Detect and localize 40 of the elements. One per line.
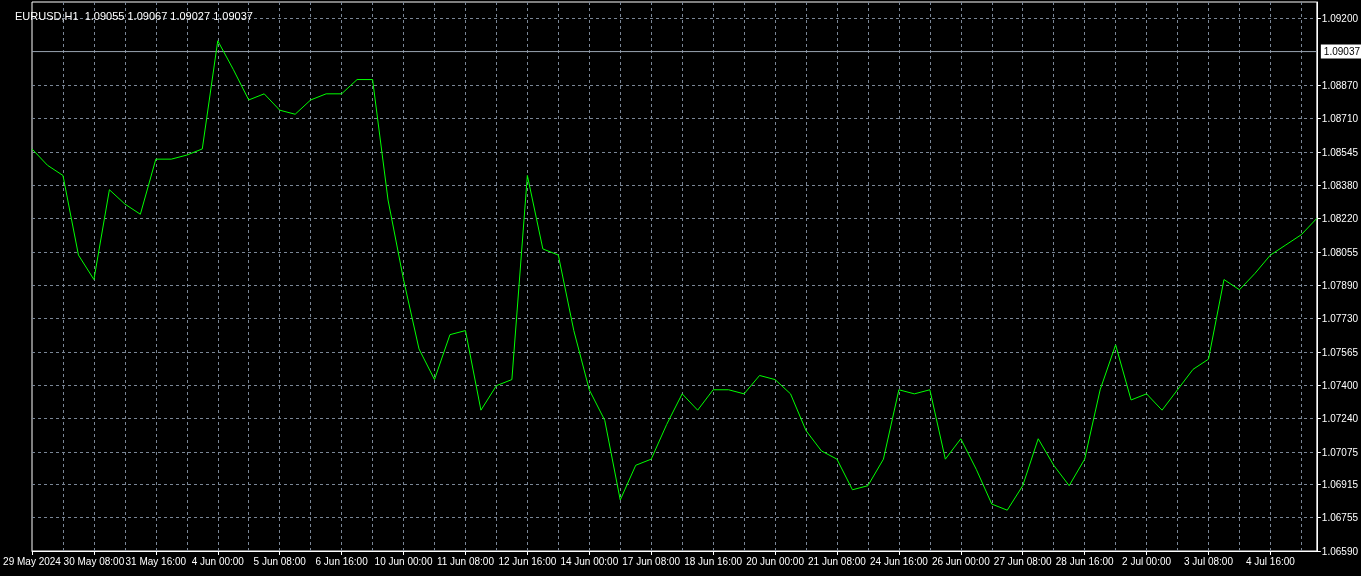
y-tick-label: 1.07565 xyxy=(1321,346,1359,358)
y-tick-label: 1.07730 xyxy=(1321,312,1359,324)
x-tick-label: 21 Jun 08:00 xyxy=(808,555,867,567)
x-tick-label: 20 Jun 00:00 xyxy=(746,555,805,567)
y-tick-label: 1.06755 xyxy=(1321,511,1359,523)
x-tick-label: 5 Jun 08:00 xyxy=(253,555,307,567)
x-tick-label: 12 Jun 16:00 xyxy=(498,555,557,567)
x-tick-label: 28 Jun 16:00 xyxy=(1055,555,1114,567)
y-tick-label: 1.07075 xyxy=(1321,446,1359,458)
x-tick-label: 31 May 16:00 xyxy=(125,555,187,567)
x-tick-label: 26 Jun 00:00 xyxy=(931,555,991,567)
x-tick-label: 29 May 2024 xyxy=(3,555,62,567)
y-tick-label: 1.06590 xyxy=(1321,545,1359,557)
y-tick-label: 1.07890 xyxy=(1321,280,1359,292)
y-tick-label: 1.08055 xyxy=(1321,246,1359,258)
x-tick-label: 18 Jun 16:00 xyxy=(684,555,743,567)
x-tick-label: 2 Jul 00:00 xyxy=(1122,555,1172,567)
y-tick-label: 1.07400 xyxy=(1321,380,1359,392)
x-tick-label: 6 Jun 16:00 xyxy=(315,555,369,567)
y-tick-label: 1.07240 xyxy=(1321,412,1359,424)
x-tick-label: 11 Jun 08:00 xyxy=(436,555,495,567)
x-tick-label: 24 Jun 16:00 xyxy=(869,555,929,567)
y-tick-label: 1.08380 xyxy=(1321,180,1359,192)
x-tick-label: 30 May 08:00 xyxy=(63,555,125,567)
ref-line-label: 1.09037 xyxy=(1323,46,1361,58)
y-tick-label: 1.08870 xyxy=(1321,80,1359,92)
text: EURUSD,H1 1.09055 1.09067 1.09027 1.09037 xyxy=(15,9,253,22)
x-tick-label: 4 Jun 00:00 xyxy=(191,555,245,567)
y-tick-label: 1.09200 xyxy=(1321,12,1359,24)
y-tick-label: 1.08710 xyxy=(1321,112,1359,124)
y-tick-label: 1.08220 xyxy=(1321,212,1359,224)
y-tick-label: 1.08545 xyxy=(1321,146,1359,158)
x-tick-label: 14 Jun 00:00 xyxy=(560,555,619,567)
x-tick-label: 10 Jun 00:00 xyxy=(374,555,433,567)
y-tick-label: 1.06915 xyxy=(1321,479,1359,491)
line-series xyxy=(31,40,1318,511)
x-tick-label: 17 Jun 08:00 xyxy=(622,555,681,567)
x-tick-label: 27 Jun 08:00 xyxy=(993,555,1053,567)
x-tick-label: 4 Jul 16:00 xyxy=(1245,555,1296,567)
x-tick-label: 3 Jul 08:00 xyxy=(1184,555,1234,567)
